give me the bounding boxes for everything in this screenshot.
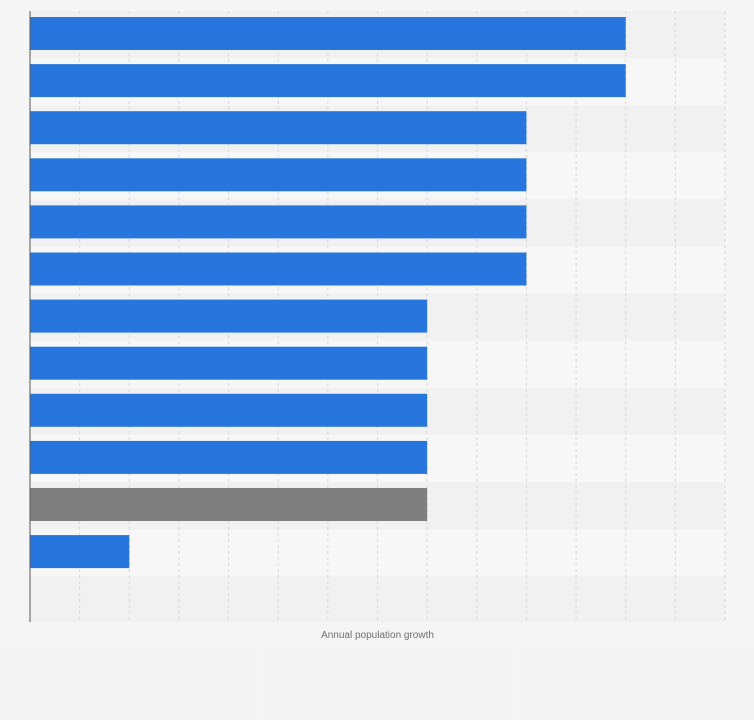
bar <box>30 252 527 286</box>
bar <box>30 158 527 192</box>
bar <box>30 393 428 427</box>
bar <box>30 17 626 50</box>
footer-panels <box>0 648 754 720</box>
bar <box>30 299 428 333</box>
footer-panel-middle <box>262 648 514 720</box>
bars <box>30 17 626 569</box>
bar <box>30 111 527 145</box>
footer-panel-left <box>0 648 260 720</box>
bar <box>30 64 626 98</box>
bar-chart: Annual population growth <box>29 11 726 641</box>
bar <box>30 205 527 239</box>
x-axis-label: Annual population growth <box>321 630 434 641</box>
bar <box>30 346 428 380</box>
bar <box>30 535 130 569</box>
bar <box>30 440 428 474</box>
footer-panel-right <box>516 648 754 720</box>
bar <box>30 488 428 521</box>
